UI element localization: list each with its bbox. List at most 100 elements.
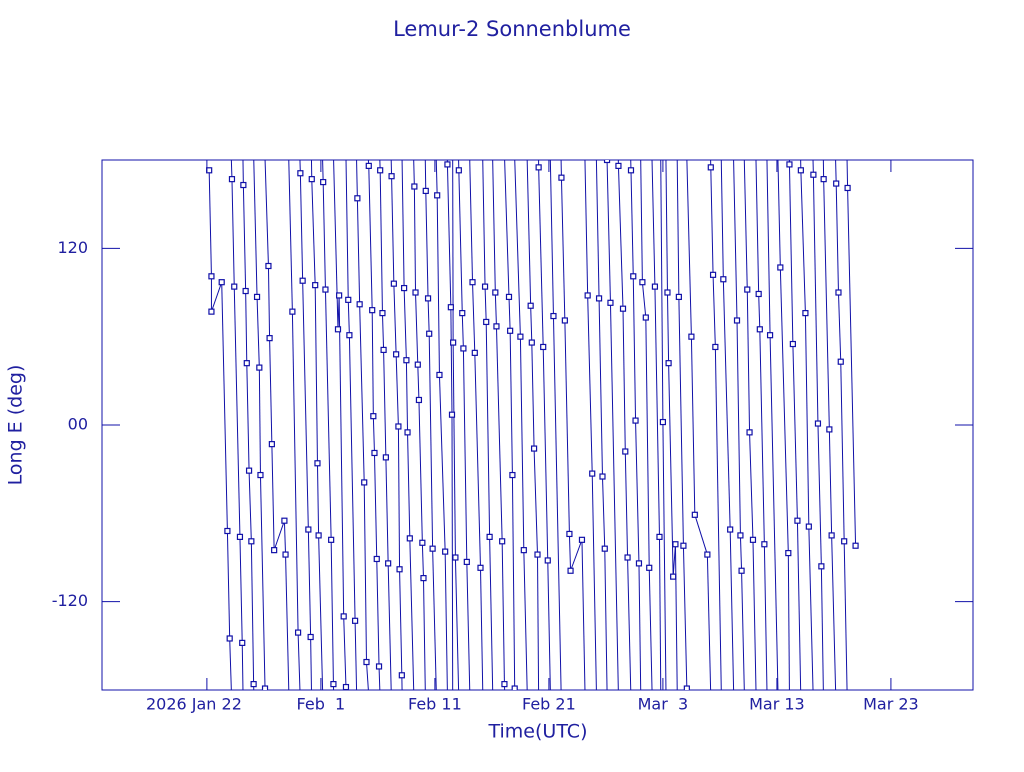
track-segment (473, 282, 475, 353)
data-point (370, 308, 375, 313)
data-point (518, 334, 523, 339)
track-segment (462, 313, 463, 348)
data-point (323, 287, 328, 292)
track-segment (610, 303, 618, 690)
track-segment (641, 160, 643, 282)
track-segment (419, 400, 422, 543)
data-point (545, 558, 550, 563)
data-point (795, 518, 800, 523)
data-point (500, 539, 505, 544)
track-segment (524, 550, 527, 690)
data-point (660, 420, 665, 425)
data-point (445, 162, 450, 167)
y-tick-label: 120 (57, 238, 88, 257)
track-segment (268, 266, 269, 338)
data-point (747, 430, 752, 435)
data-point (257, 365, 262, 370)
track-segment (234, 287, 240, 537)
data-point (378, 168, 383, 173)
track-segment (251, 541, 253, 684)
data-point (209, 274, 214, 279)
data-point (590, 471, 595, 476)
data-point (750, 537, 755, 542)
data-point (484, 319, 489, 324)
track-segment (592, 474, 596, 690)
track-segment (596, 160, 599, 298)
data-point (562, 318, 567, 323)
track-segment (582, 540, 585, 690)
plot-area (207, 158, 858, 692)
data-point (241, 183, 246, 188)
data-point (399, 673, 404, 678)
data-point (768, 333, 773, 338)
track-segment (265, 160, 268, 266)
data-point (416, 397, 421, 402)
data-point (787, 162, 792, 167)
data-point (430, 546, 435, 551)
data-point (300, 278, 305, 283)
track-segment (392, 176, 394, 283)
track-segment (801, 170, 806, 313)
data-point (267, 336, 272, 341)
track-segment (428, 298, 429, 333)
data-point (258, 473, 263, 478)
track-segment (292, 312, 298, 633)
track-segment (349, 335, 355, 621)
data-point (362, 480, 367, 485)
data-point (631, 274, 636, 279)
track-segment (319, 535, 323, 690)
track-segment (818, 424, 821, 567)
data-point (371, 414, 376, 419)
data-point (778, 265, 783, 270)
track-segment (821, 566, 823, 690)
data-point (502, 682, 507, 687)
data-point (621, 306, 626, 311)
track-segment (243, 185, 245, 291)
track-segment (623, 309, 625, 452)
track-segment (836, 160, 837, 184)
data-point (521, 548, 526, 553)
track-segment (366, 662, 368, 690)
track-segment (475, 353, 481, 568)
data-point (255, 294, 260, 299)
data-point (738, 533, 743, 538)
data-point (510, 473, 515, 478)
track-segment (829, 429, 831, 535)
track-segment (753, 540, 756, 690)
data-point (219, 280, 224, 285)
track-segment (780, 267, 788, 553)
track-segment (531, 306, 532, 343)
track-segment (232, 179, 234, 286)
track-segment (695, 515, 708, 555)
data-point (364, 660, 369, 665)
data-point (528, 303, 533, 308)
track-segment (742, 571, 745, 690)
data-point (437, 372, 442, 377)
data-point (272, 548, 277, 553)
track-segment (423, 578, 425, 690)
track-segment (652, 160, 655, 287)
data-point (636, 561, 641, 566)
data-point (551, 314, 556, 319)
data-point (735, 318, 740, 323)
data-point (407, 536, 412, 541)
data-point (453, 555, 458, 560)
track-segment (691, 337, 694, 515)
track-segment (257, 297, 259, 368)
track-segment (311, 637, 312, 690)
data-point (394, 352, 399, 357)
track-segment (628, 558, 631, 691)
data-point (296, 630, 301, 635)
track-segment (747, 290, 749, 433)
data-point (448, 305, 453, 310)
track-segment (841, 362, 844, 542)
data-point (229, 177, 234, 182)
track-segment (394, 284, 396, 355)
track-segment (713, 275, 715, 347)
track-segment (515, 160, 521, 337)
track-segment (571, 540, 582, 571)
data-point (689, 334, 694, 339)
track-segment (711, 167, 713, 274)
track-segment (543, 347, 548, 560)
data-point (628, 168, 633, 173)
